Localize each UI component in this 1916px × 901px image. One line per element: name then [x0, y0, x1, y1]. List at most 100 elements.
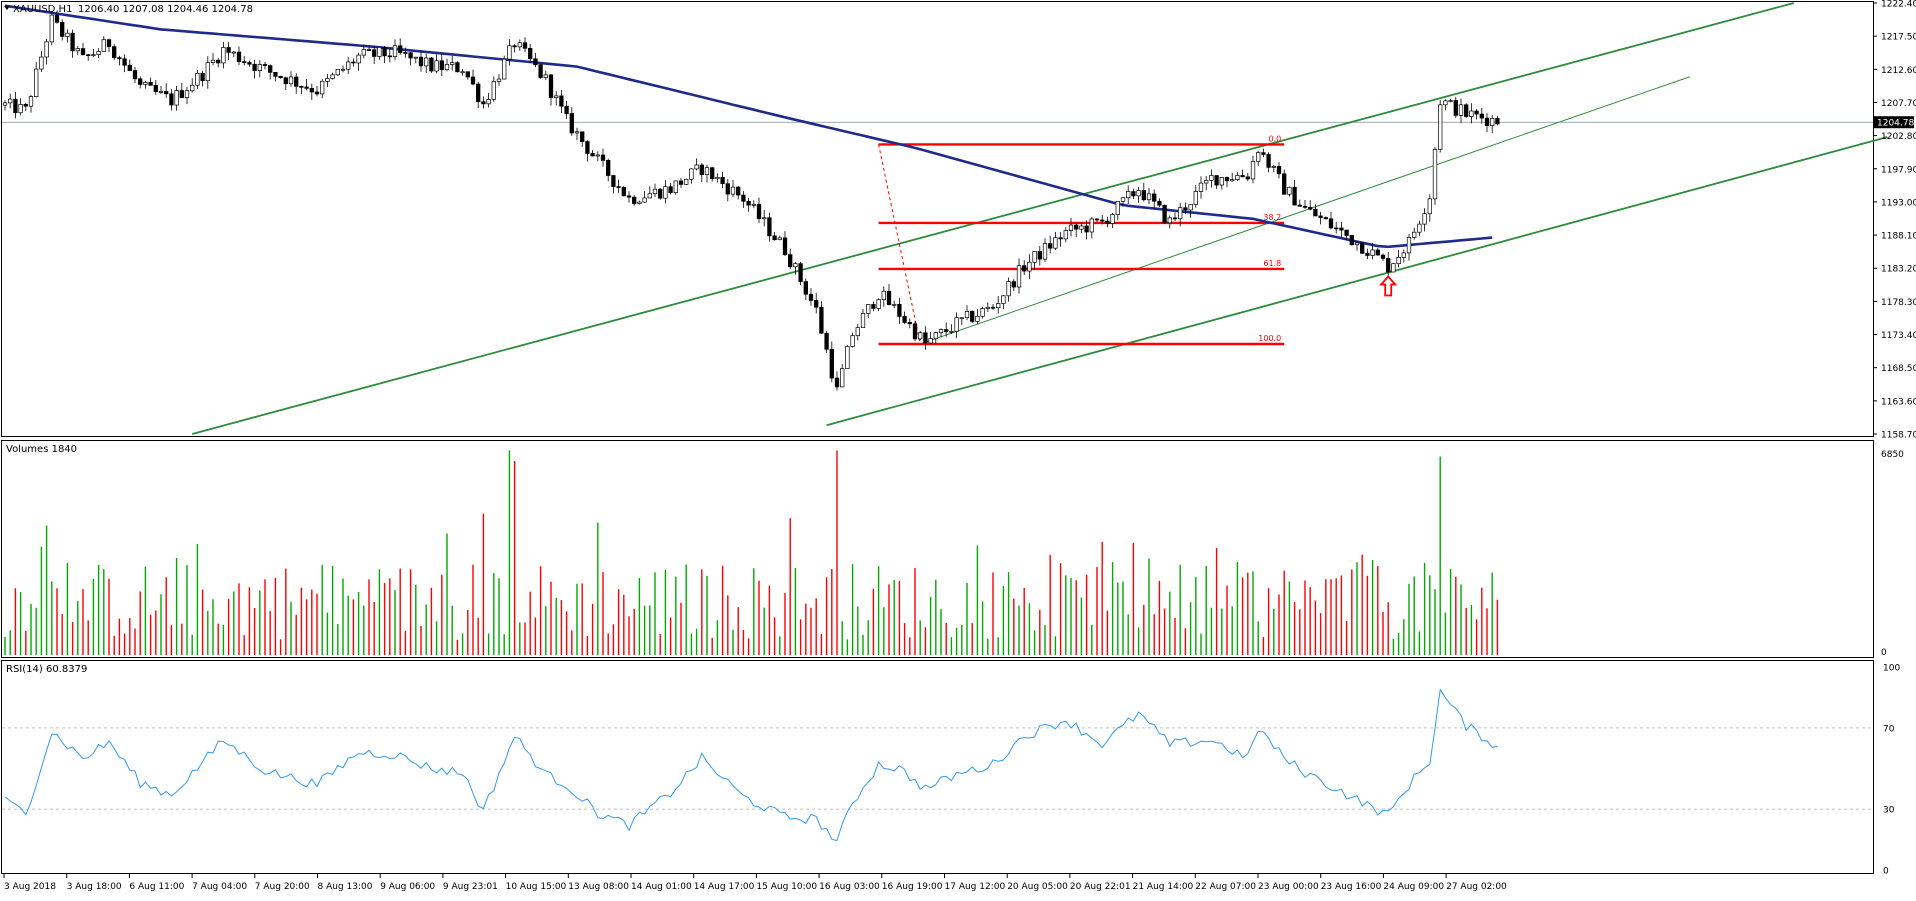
candle-body: [652, 188, 658, 195]
candle-body: [1453, 100, 1458, 116]
candle-body: [611, 175, 616, 187]
candle-body: [564, 105, 569, 114]
candle-body: [632, 196, 637, 204]
candle: [44, 38, 49, 65]
candle: [309, 83, 314, 100]
candle: [559, 90, 564, 113]
price-tick-label: 1202.80: [1881, 132, 1916, 142]
candle-body: [91, 54, 96, 56]
candle-body: [366, 49, 372, 51]
candle-body: [1120, 197, 1126, 202]
candle: [122, 54, 127, 73]
axis-labels-layer: 1222.40 1217.50 1212.60 1207.70 1202.80 1197.…: [3, 0, 1916, 892]
candle-body: [288, 76, 294, 85]
time-tick-label: 20 Aug 05:00: [1007, 882, 1068, 892]
candle: [39, 51, 44, 73]
candle-body: [1110, 214, 1115, 224]
candle-body: [1282, 173, 1287, 195]
candle-body: [803, 281, 808, 295]
candle-body: [928, 338, 933, 344]
candle-body: [1438, 104, 1443, 150]
time-tick-label: 9 Aug 23:01: [443, 882, 498, 892]
candle: [793, 261, 798, 275]
candle: [1209, 169, 1214, 188]
candle-body: [86, 54, 91, 57]
candle-body: [829, 348, 834, 379]
up-arrow-icon: [1379, 275, 1398, 297]
candle-body: [80, 48, 86, 56]
candle-body: [330, 74, 335, 79]
candle: [897, 297, 902, 324]
candle-body: [169, 93, 174, 106]
candle-body: [616, 186, 621, 188]
candle-body: [1370, 249, 1375, 256]
candle: [465, 71, 470, 80]
price-tick-label: 1212.60: [1881, 66, 1916, 76]
candle: [403, 47, 408, 58]
candle: [18, 98, 23, 116]
candle: [746, 198, 751, 212]
candle-body: [892, 303, 897, 306]
candle-body: [1198, 182, 1204, 192]
candle: [1386, 251, 1391, 280]
candle: [881, 286, 886, 307]
candle: [1146, 187, 1152, 205]
candle-body: [1495, 118, 1500, 125]
candle-body: [34, 68, 39, 97]
candle: [829, 341, 834, 383]
candle-body: [153, 85, 158, 92]
candle: [1401, 249, 1406, 263]
candle: [928, 331, 933, 345]
candle-body: [574, 131, 580, 134]
candle-body: [886, 290, 892, 305]
candle-body: [585, 141, 590, 154]
trendlines-layer[interactable]: [191, 2, 1888, 435]
candle-body: [1084, 225, 1089, 233]
candle-body: [715, 176, 720, 180]
candle-body: [179, 90, 184, 98]
candle: [860, 308, 866, 329]
candle-body: [1094, 218, 1100, 221]
candle-body: [377, 47, 382, 57]
candle-body: [996, 303, 1001, 309]
candle: [1172, 212, 1178, 221]
candle-body: [1042, 243, 1048, 260]
time-tick-label: 10 Aug 15:00: [506, 882, 567, 892]
candle: [788, 248, 793, 270]
price-tick-label: 1207.70: [1881, 99, 1916, 109]
candle: [855, 323, 860, 341]
candle-body: [408, 52, 413, 59]
candle: [1417, 220, 1422, 237]
candle-body: [273, 71, 278, 77]
candle: [1438, 100, 1443, 153]
candle: [715, 173, 720, 183]
candle: [996, 296, 1001, 314]
candle-body: [231, 51, 236, 54]
candle: [1131, 188, 1136, 200]
candle-body: [1458, 104, 1464, 116]
candle: [392, 39, 398, 61]
candle-body: [512, 45, 517, 48]
candle: [60, 19, 65, 41]
candle: [902, 311, 907, 324]
candle: [1282, 169, 1287, 195]
candle-body: [242, 61, 247, 63]
candle: [252, 59, 257, 79]
candle-body: [221, 47, 226, 64]
candle-body: [1386, 258, 1391, 273]
candle-body: [1178, 207, 1183, 220]
candle-body: [413, 56, 418, 59]
candle: [439, 53, 444, 76]
annotation-layer[interactable]: [1379, 275, 1398, 297]
candle-body: [8, 98, 13, 104]
candle: [273, 71, 278, 82]
candle-body: [1375, 249, 1380, 256]
candle: [231, 50, 236, 58]
candle-body: [938, 329, 944, 333]
candle-body: [985, 306, 990, 309]
candle: [278, 75, 283, 79]
candle-body: [496, 78, 502, 82]
candle: [1370, 243, 1375, 260]
